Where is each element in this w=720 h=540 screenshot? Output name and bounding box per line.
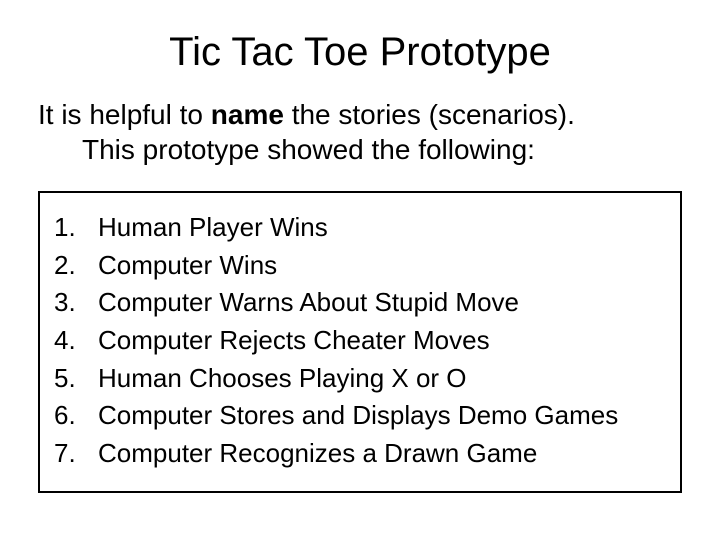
- list-number: 2.: [50, 247, 98, 285]
- subtitle-post: the stories (scenarios).: [284, 99, 575, 130]
- slide-title: Tic Tac Toe Prototype: [36, 30, 684, 75]
- list-item: 6. Computer Stores and Displays Demo Gam…: [50, 397, 670, 435]
- scenarios-list: 1. Human Player Wins 2. Computer Wins 3.…: [50, 209, 670, 473]
- list-number: 3.: [50, 284, 98, 322]
- list-number: 4.: [50, 322, 98, 360]
- slide: Tic Tac Toe Prototype It is helpful to n…: [0, 0, 720, 540]
- list-text: Computer Stores and Displays Demo Games: [98, 397, 670, 435]
- list-text: Computer Wins: [98, 247, 670, 285]
- list-text: Computer Warns About Stupid Move: [98, 284, 670, 322]
- list-item: 7. Computer Recognizes a Drawn Game: [50, 435, 670, 473]
- list-item: 3. Computer Warns About Stupid Move: [50, 284, 670, 322]
- list-item: 2. Computer Wins: [50, 247, 670, 285]
- subtitle-pre: It is helpful to: [38, 99, 211, 130]
- list-number: 1.: [50, 209, 98, 247]
- list-item: 4. Computer Rejects Cheater Moves: [50, 322, 670, 360]
- list-text: Computer Recognizes a Drawn Game: [98, 435, 670, 473]
- scenarios-box: 1. Human Player Wins 2. Computer Wins 3.…: [38, 191, 682, 493]
- list-number: 6.: [50, 397, 98, 435]
- subtitle-bold: name: [211, 99, 284, 130]
- list-text: Human Player Wins: [98, 209, 670, 247]
- list-number: 7.: [50, 435, 98, 473]
- slide-subtitle: It is helpful to name the stories (scena…: [38, 97, 684, 167]
- subtitle-line2: This prototype showed the following:: [38, 132, 684, 167]
- list-text: Computer Rejects Cheater Moves: [98, 322, 670, 360]
- list-item: 5. Human Chooses Playing X or O: [50, 360, 670, 398]
- list-text: Human Chooses Playing X or O: [98, 360, 670, 398]
- list-number: 5.: [50, 360, 98, 398]
- list-item: 1. Human Player Wins: [50, 209, 670, 247]
